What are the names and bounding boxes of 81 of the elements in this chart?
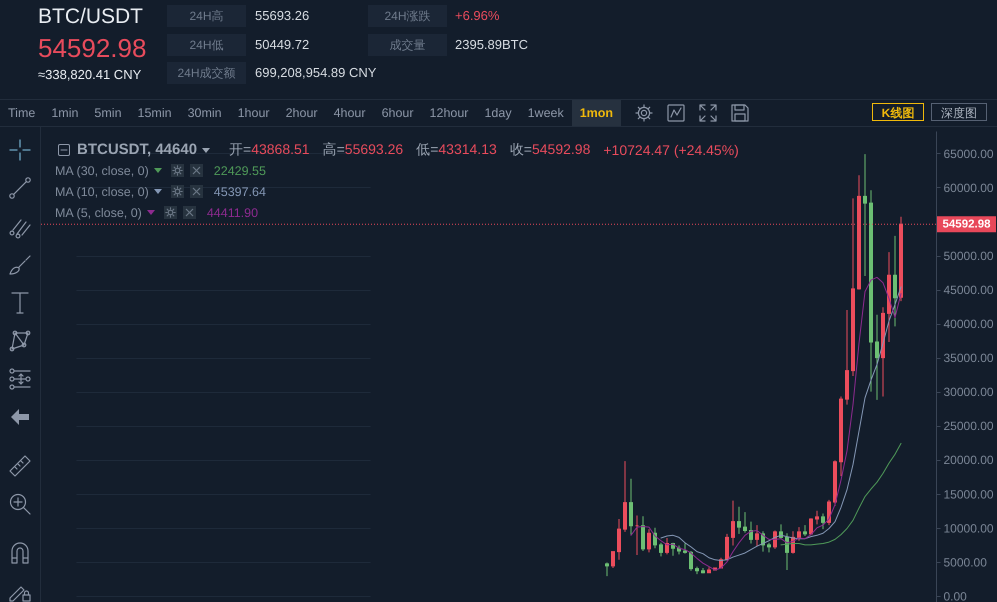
text: 1week [526,105,565,122]
ref-line-label: 54592.98 [942,218,992,230]
text: 24H涨跌 [368,5,447,27]
candlestick [803,524,807,536]
y-tick-label: 10000.00 [944,521,994,536]
text: 4hour [332,105,367,122]
candlestick [821,513,825,530]
candlestick [647,528,651,553]
candlestick [605,562,609,577]
text: 收=54592.98 [510,141,590,157]
candlestick [743,512,747,534]
text: 成交量 [368,34,447,56]
text: ≈338,820.41 CNY [38,67,142,82]
candlestick [809,518,813,536]
candlestick [611,551,615,568]
text: 1hour [236,105,271,122]
text: 55693.26 [255,8,310,24]
candlestick [665,538,669,555]
text: 24H低 [167,34,246,56]
candlestick [893,235,897,327]
text: 2hour [284,105,319,122]
candlestick [683,542,687,554]
candlestick [737,506,741,534]
y-tick-label: 0.00 [944,589,968,602]
text: 45397.64 [214,184,266,198]
text: Time [7,105,36,122]
candlestick [797,526,801,542]
y-tick-label: 40000.00 [944,317,994,332]
text: 22429.55 [214,164,266,178]
text: 699,208,954.89 CNY [255,65,376,81]
text: 50449.72 [255,36,310,52]
y-tick-label: 60000.00 [944,180,994,195]
text: BTC/USDT [38,5,143,29]
candlestick [641,516,645,552]
candlestick [749,521,753,544]
text: 1mon [572,100,622,126]
text: 开=43868.51 [229,141,310,157]
line-series [660,286,902,561]
text: 低=43314.13 [416,141,497,157]
text: 1day [483,105,513,122]
candlestick [755,524,759,547]
candlestick [659,542,663,557]
annotation: +10724.47 (+24.45%) [603,142,739,158]
candlestick [863,154,867,276]
legend-label: MA (5, close, 0) [55,206,142,220]
text: 30min [186,105,223,122]
y-tick-label: 25000.00 [944,419,994,434]
candlestick [725,533,729,560]
text: +6.96% [455,8,500,24]
text: 高=55693.26 [322,141,404,157]
candlestick [731,500,735,546]
text: 24H高 [167,5,246,27]
y-tick-label: 30000.00 [944,385,994,400]
line-series [630,276,902,571]
candlestick [689,550,693,572]
y-tick-label: 15000.00 [944,487,994,502]
legend-label: MA (10, close, 0) [55,184,149,198]
y-tick-label: 35000.00 [944,351,994,366]
text: 2395.89BTC [455,36,528,52]
candlestick [617,518,621,560]
y-tick-label: 50000.00 [944,249,994,264]
text: K线图 [872,103,924,121]
legend-label: MA (30, close, 0) [55,164,149,178]
text: 54592.98 [38,33,146,64]
text: 24H成交额 [167,62,246,84]
y-tick-label: 45000.00 [944,283,994,298]
text: 深度图 [931,103,987,121]
text: 12hour [428,105,470,122]
text: BTCUSDT, 44640 [77,141,198,159]
candlestick [815,510,819,525]
text: 5min [93,105,123,122]
y-tick-label: 65000.00 [944,146,994,161]
y-tick-label: 5000.00 [944,555,988,570]
text: 15min [136,105,173,122]
candlestick [767,542,771,553]
text: 44411.90 [206,206,258,220]
y-tick-label: 20000.00 [944,453,994,468]
candlestick [875,314,879,400]
text: 6hour [380,105,415,122]
text: 1min [50,105,80,122]
candlestick [629,478,633,536]
